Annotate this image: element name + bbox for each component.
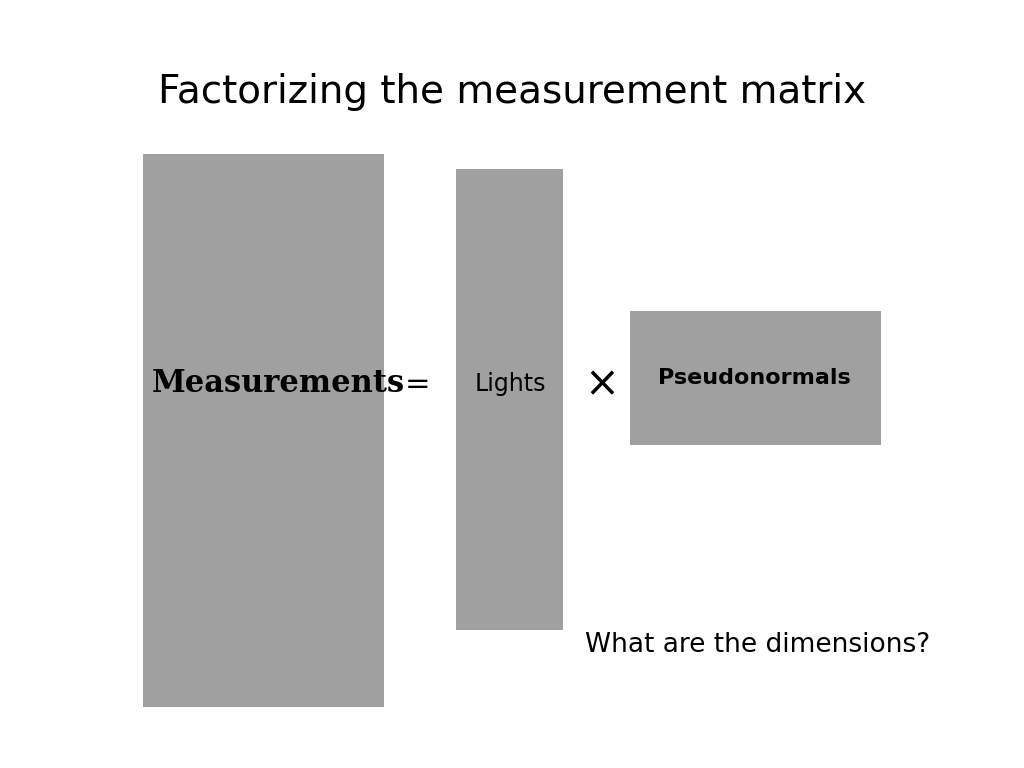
Text: ×: × [585,363,620,405]
Bar [630,311,881,445]
Text: Lights: Lights [474,372,546,396]
Text: Measurements: Measurements [152,369,404,399]
Text: What are the dimensions?: What are the dimensions? [585,632,931,658]
Text: Pseudonormals: Pseudonormals [658,368,851,388]
Text: =: = [404,369,431,399]
Text: Factorizing the measurement matrix: Factorizing the measurement matrix [158,73,866,111]
Bar [456,169,563,630]
Bar [143,154,384,707]
